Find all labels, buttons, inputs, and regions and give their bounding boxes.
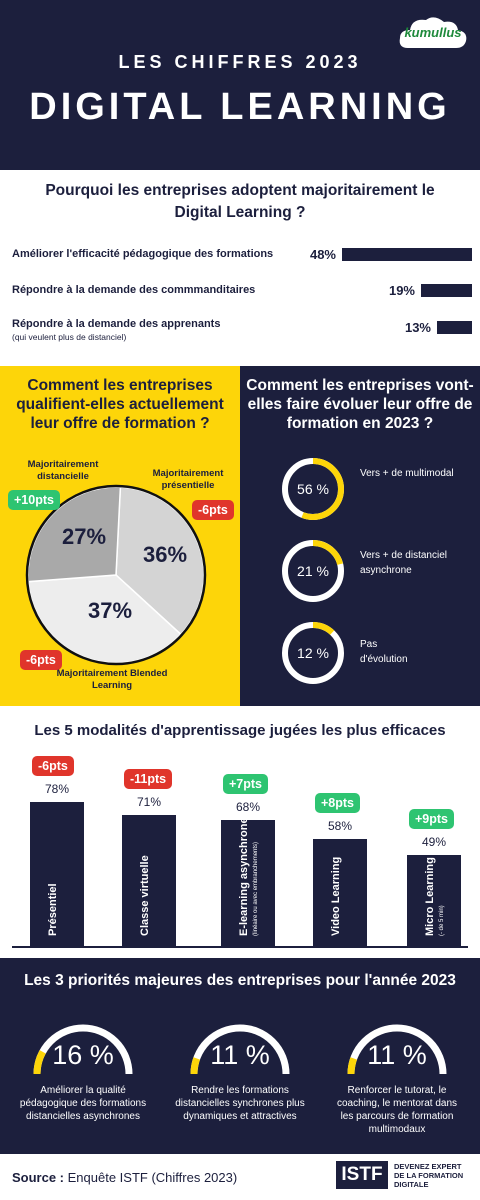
priorities-title: Les 3 priorités majeures des entreprises… (24, 972, 456, 989)
modality-percent: 68% (235, 800, 261, 814)
why-percent: 13% (404, 320, 431, 335)
modality-name: Présentiel (47, 883, 59, 936)
evolution-donut (282, 622, 344, 684)
evolution-value: 12 % (297, 645, 329, 661)
modality-change-badge: -6pts (32, 756, 74, 776)
kumullus-logo: kumullus (398, 14, 468, 50)
donut-fill (282, 540, 344, 602)
why-label: Répondre à la demande des commmanditaire… (12, 284, 256, 296)
current-offer-panel: Comment les entreprises qualifient-elles… (0, 366, 240, 706)
modality-name: Micro Learning (424, 857, 436, 936)
istf-logo: ISTF (336, 1161, 388, 1189)
priority-label: Renforcer le tutorat, le coaching, le me… (336, 1085, 458, 1135)
source-text: Enquête ISTF (Chiffres 2023) (67, 1170, 238, 1185)
gauge-fill (190, 1057, 201, 1075)
priority-value: 16 % (52, 1040, 114, 1070)
modality-bar-2 (122, 815, 176, 946)
slice-label-blended: Majoritairement Blended Learning (56, 668, 168, 691)
gauge-track (347, 1024, 447, 1075)
modality-name: Classe virtuelle (139, 855, 151, 936)
why-row-2: Répondre à la demande des commmanditaire… (12, 283, 472, 318)
donut-fill (282, 622, 344, 684)
change-badge-blended: -6pts (20, 650, 62, 670)
logo-text: kumullus (404, 25, 462, 40)
gauge-fill (347, 1057, 358, 1075)
modality-change-badge: +7pts (223, 774, 269, 794)
slice-label-presentielle: Majoritairement présentielle (152, 468, 224, 491)
evolution-panel: Comment les entreprises vont-elles faire… (240, 366, 480, 706)
modality-name: Video Learning (330, 856, 342, 936)
why-percent: 19% (388, 283, 415, 298)
why-note: (qui veulent plus de distanciel) (12, 332, 127, 342)
priority-label: Améliorer la qualité pédagogique des for… (19, 1085, 147, 1122)
priority-gauge (33, 1024, 133, 1075)
priority-value: 11 % (210, 1040, 270, 1070)
evolution-item-3: 12 % Pas d'évolution (280, 620, 470, 690)
modality-percent: 58% (327, 819, 353, 833)
why-percent: 48% (309, 247, 336, 262)
modality-percent: 71% (136, 795, 162, 809)
modality-bar-4 (313, 839, 367, 946)
priority-gauge (347, 1024, 447, 1075)
evolution-item-2: 21 % Vers + de distanciel asynchrone (280, 538, 470, 608)
priority-value: 11 % (367, 1040, 427, 1070)
evolution-value: 21 % (297, 563, 329, 579)
donut-fill (282, 458, 344, 520)
modality-bar-1 (30, 802, 84, 946)
evolution-donut (282, 458, 344, 520)
gauge-fill (33, 1050, 46, 1075)
chart-baseline (12, 946, 468, 948)
evolution-value: 56 % (297, 481, 329, 497)
evolution-label: Vers + de multimodal (360, 468, 454, 479)
why-title: Pourquoi les entreprises adoptent majori… (45, 182, 435, 221)
evolution-label: Pas d'évolution (360, 639, 408, 665)
header-subtitle: LES CHIFFRES 2023 (118, 52, 362, 72)
priority-label: Rendre les formations distancielles sync… (175, 1085, 305, 1122)
source-label: Source : (12, 1170, 65, 1185)
change-badge-presentielle: -6pts (192, 500, 234, 520)
gauge-track (190, 1024, 290, 1075)
modality-change-badge: +8pts (315, 793, 361, 813)
modality-percent: 49% (421, 835, 447, 849)
why-label: Répondre à la demande des apprenants (12, 318, 221, 330)
evolution-donut (282, 540, 344, 602)
header-title: DIGITAL LEARNING (29, 86, 451, 128)
istf-tagline: DEVENEZ EXPERT DE LA FORMATION DIGITALE (394, 1162, 464, 1189)
slice-pct-blended: 37% (88, 598, 133, 623)
current-offer-title: Comment les entreprises qualifient-elles… (16, 377, 224, 432)
why-row-1: Améliorer l'efficacité pédagogique des f… (12, 247, 472, 282)
modality-bar-5 (407, 855, 461, 946)
modality-percent: 78% (44, 782, 70, 796)
modality-name: E-learning asynchrone (238, 817, 250, 936)
source-line: Source : Enquête ISTF (Chiffres 2023) (12, 1170, 237, 1185)
evolution-item-1: 56 % Vers + de multimodal (280, 456, 470, 526)
evolution-label: Vers + de distanciel asynchrone (360, 550, 447, 576)
evolution-title: Comment les entreprises vont-elles faire… (246, 377, 474, 432)
modality-subtitle: (- de 5 min) (439, 905, 445, 936)
header-banner: kumullus LES CHIFFRES 2023 DIGITAL LEARN… (0, 0, 480, 170)
modality-change-badge: -11pts (124, 769, 173, 789)
why-bar (437, 321, 472, 334)
why-bar (421, 284, 472, 297)
why-bar (342, 248, 472, 261)
modality-subtitle: (linéaire ou avec embranchements) (253, 841, 259, 936)
slice-label-distancielle: Majoritairement distancielle (27, 459, 99, 482)
why-label: Améliorer l'efficacité pédagogique des f… (12, 248, 274, 260)
modality-bar-3 (221, 820, 275, 946)
modalities-title: Les 5 modalités d'apprentissage jugées l… (34, 722, 446, 739)
current-offer-pie (25, 484, 207, 666)
change-badge-distancielle: +10pts (8, 490, 60, 510)
priorities-panel: Les 3 priorités majeures des entreprises… (0, 958, 480, 1154)
pie-outline (25, 484, 207, 666)
modality-change-badge: +9pts (409, 809, 455, 829)
slice-pct-distancielle: 27% (62, 524, 107, 549)
slice-pct-presentielle: 36% (143, 542, 188, 567)
priority-gauge (190, 1024, 290, 1075)
why-row-3: Répondre à la demande des apprenants (qui… (12, 318, 472, 352)
